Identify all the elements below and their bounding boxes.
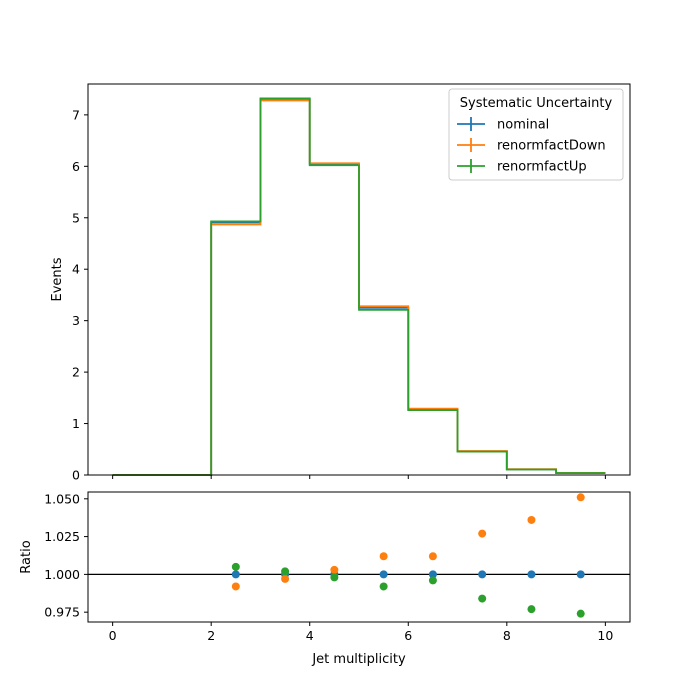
ratio-point-renormfactUp (330, 573, 339, 582)
legend-title: Systematic Uncertainty (460, 96, 613, 111)
ratio-point-renormfactDown (428, 552, 437, 561)
legend-handle-renormfactUp (457, 159, 485, 173)
ratio-point-renormfactUp (231, 562, 240, 571)
ratio-point-renormfactDown (576, 493, 585, 502)
ratio-xtick-label: 0 (109, 628, 117, 643)
ratio-xlabel: Jet multiplicity (311, 652, 406, 667)
legend-label-nominal: nominal (497, 118, 549, 133)
ratio-point-nominal (527, 570, 536, 579)
ratio-ytick-label: 1.050 (44, 491, 80, 506)
ratio-panel: 0.975 1.000 1.025 1.050 0 2 4 6 8 10 Ratio Jet mult… (19, 491, 631, 667)
ratio-plot-frame (87, 491, 631, 623)
ratio-ytick-label: 1.025 (44, 529, 80, 544)
ratio-point-renormfactDown (281, 574, 290, 583)
main-ytick-label: 4 (72, 262, 80, 277)
ratio-xtick-label: 6 (404, 628, 412, 643)
main-ytick-label: 7 (72, 107, 80, 122)
main-ylabel: Events (50, 257, 65, 301)
ratio-ylabel: Ratio (19, 540, 34, 573)
main-ytick-label: 1 (72, 416, 80, 431)
main-panel: 0 1 2 3 4 5 6 7 Events Systematic Uncertainty nomi… (50, 83, 631, 483)
main-ytick-label: 5 (72, 210, 80, 225)
ratio-point-renormfactDown (379, 552, 388, 561)
ratio-point-nominal (231, 570, 240, 579)
main-ytick-label: 2 (72, 365, 80, 380)
ratio-point-renormfactUp (281, 567, 290, 576)
ratio-point-nominal (576, 570, 585, 579)
main-ytick-label: 3 (72, 313, 80, 328)
legend-handle-nominal (457, 117, 485, 131)
legend-label-renormfactDown: renormfactDown (497, 139, 606, 154)
ratio-xtick-label: 4 (306, 628, 314, 643)
legend: Systematic Uncertainty nominal renormfactD… (448, 88, 624, 181)
ratio-point-nominal (428, 570, 437, 579)
ratio-xtick-label: 8 (503, 628, 511, 643)
legend-label-renormfactUp: renormfactUp (497, 160, 587, 175)
ratio-point-renormfactUp (428, 576, 437, 585)
ratio-point-nominal (478, 570, 487, 579)
ratio-point-renormfactUp (379, 582, 388, 591)
main-ytick-label: 6 (72, 159, 80, 174)
ratio-xtick-label: 10 (597, 628, 613, 643)
main-ytick-label: 0 (72, 468, 80, 483)
legend-handle-renormfactDown (457, 138, 485, 152)
ratio-point-renormfactUp (527, 605, 536, 614)
legend-box (448, 88, 624, 181)
ratio-ytick-label: 1.000 (44, 567, 80, 582)
ratio-point-renormfactDown (527, 515, 536, 524)
main-plot-frame (87, 83, 631, 476)
ratio-point-renormfactDown (231, 582, 240, 591)
ratio-point-renormfactDown (330, 565, 339, 574)
ratio-point-renormfactUp (478, 594, 487, 603)
histogram-line-renormfactUp (112, 97, 606, 476)
ratio-point-renormfactDown (478, 529, 487, 538)
ratio-point-nominal (379, 570, 388, 579)
ratio-point-renormfactUp (576, 609, 585, 618)
ratio-xtick-label: 2 (207, 628, 215, 643)
ratio-ytick-label: 0.975 (44, 605, 80, 620)
